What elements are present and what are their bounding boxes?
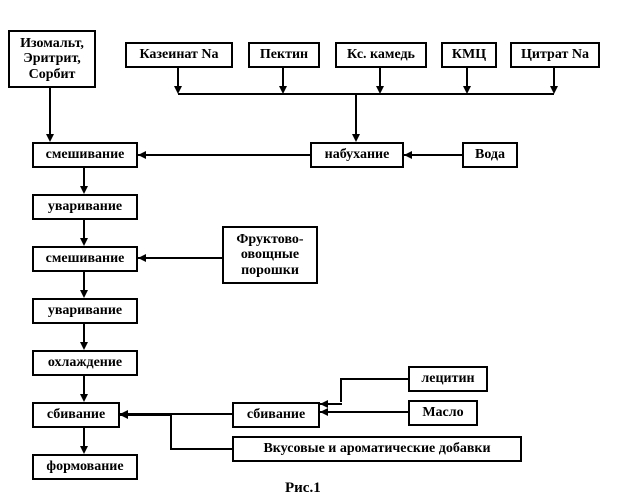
node-n_uv2: уваривание bbox=[32, 298, 138, 324]
edge-segment bbox=[282, 68, 284, 86]
arrow-head bbox=[80, 238, 88, 246]
node-n_cit: Цитрат Na bbox=[510, 42, 600, 68]
edge-segment bbox=[355, 94, 357, 134]
edge-segment bbox=[553, 68, 555, 86]
node-n_ohl: охлаждение bbox=[32, 350, 138, 376]
node-n_maslo: Масло bbox=[408, 400, 478, 426]
arrow-head bbox=[80, 446, 88, 454]
node-n_kaz: Казеинат Na bbox=[125, 42, 233, 68]
edge-segment bbox=[83, 272, 85, 290]
arrow-head bbox=[80, 342, 88, 350]
figure-caption: Рис.1 bbox=[285, 480, 321, 497]
node-n_mix1: смешивание bbox=[32, 142, 138, 168]
node-n_ks: Кс. камедь bbox=[335, 42, 427, 68]
edge-segment bbox=[170, 414, 172, 450]
arrow-head bbox=[138, 151, 146, 159]
arrow-head bbox=[352, 134, 360, 142]
node-n_lec: лецитин bbox=[408, 366, 488, 392]
arrow-head bbox=[80, 290, 88, 298]
edge-segment bbox=[170, 448, 232, 450]
edge-segment bbox=[178, 93, 554, 95]
node-n_nab: набухание bbox=[310, 142, 404, 168]
edge-segment bbox=[379, 68, 381, 86]
edge-segment bbox=[404, 154, 462, 156]
node-n_form: формование bbox=[32, 454, 138, 480]
node-n_mix2: смешивание bbox=[32, 246, 138, 272]
edge-segment bbox=[83, 168, 85, 186]
edge-segment bbox=[83, 220, 85, 238]
edge-segment bbox=[83, 428, 85, 446]
node-n_sbi2: сбивание bbox=[232, 402, 320, 428]
arrow-head bbox=[404, 151, 412, 159]
edge-segment bbox=[320, 411, 408, 413]
arrow-head bbox=[46, 134, 54, 142]
node-n_vkus: Вкусовые и ароматические добавки bbox=[232, 436, 522, 462]
node-n_frukt: Фруктово- овощные порошки bbox=[222, 226, 318, 284]
node-n_uv1: уваривание bbox=[32, 194, 138, 220]
node-n_kmc: КМЦ bbox=[441, 42, 497, 68]
arrow-head bbox=[320, 408, 328, 416]
edge-segment bbox=[320, 403, 342, 405]
node-n_sbi1: сбивание bbox=[32, 402, 120, 428]
edge-segment bbox=[138, 257, 222, 259]
arrow-head bbox=[138, 254, 146, 262]
edge-segment bbox=[466, 68, 468, 86]
edge-segment bbox=[49, 88, 51, 134]
arrow-head bbox=[80, 394, 88, 402]
node-n_pekt: Пектин bbox=[248, 42, 320, 68]
node-n_voda: Вода bbox=[462, 142, 518, 168]
edge-segment bbox=[340, 378, 408, 380]
edge-segment bbox=[83, 376, 85, 394]
edge-segment bbox=[340, 378, 342, 402]
arrow-head bbox=[120, 411, 128, 419]
edge-segment bbox=[83, 324, 85, 342]
edge-segment bbox=[177, 68, 179, 86]
edge-segment bbox=[138, 154, 310, 156]
arrow-head bbox=[80, 186, 88, 194]
node-n_sugar: Изомальт, Эритрит, Сорбит bbox=[8, 30, 96, 88]
